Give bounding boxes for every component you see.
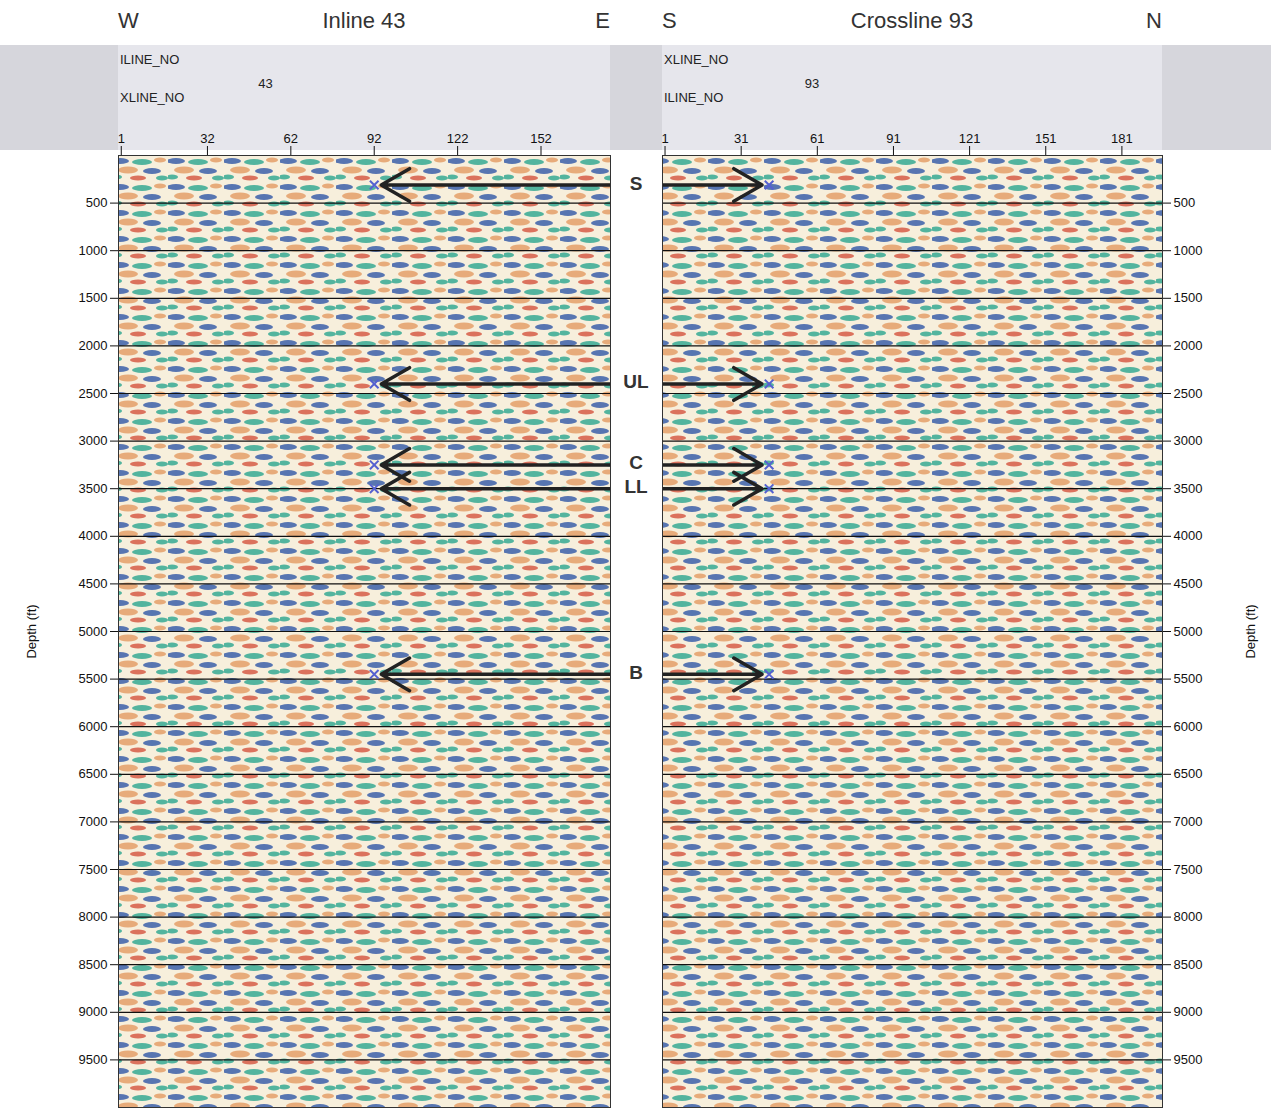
html-text:S: S — [662, 8, 677, 33]
svg-text:1: 1 — [661, 131, 668, 146]
svg-text:7500: 7500 — [1174, 862, 1203, 877]
svg-text:2000: 2000 — [1174, 338, 1203, 353]
svg-text:2500: 2500 — [79, 386, 108, 401]
svg-text:9500: 9500 — [1174, 1052, 1203, 1067]
svg-text:32: 32 — [200, 131, 214, 146]
svg-text:151: 151 — [1035, 131, 1057, 146]
svg-text:1: 1 — [118, 131, 125, 146]
svg-text:122: 122 — [447, 131, 469, 146]
html-text:XLINE_NO: XLINE_NO — [120, 90, 185, 105]
svg-text:Depth (ft): Depth (ft) — [1243, 604, 1258, 658]
svg-text:500: 500 — [1174, 195, 1196, 210]
svg-text:8000: 8000 — [79, 909, 108, 924]
html-text:W: W — [118, 8, 139, 33]
svg-text:3500: 3500 — [79, 481, 108, 496]
html-text:ILINE_NO: ILINE_NO — [120, 52, 180, 67]
svg-text:4500: 4500 — [1174, 576, 1203, 591]
svg-text:9000: 9000 — [1174, 1004, 1203, 1019]
html-text:43: 43 — [258, 76, 273, 91]
svg-text:181: 181 — [1111, 131, 1133, 146]
svg-text:Depth (ft): Depth (ft) — [24, 604, 39, 658]
svg-text:3500: 3500 — [1174, 481, 1203, 496]
svg-text:92: 92 — [367, 131, 381, 146]
svg-text:5500: 5500 — [79, 671, 108, 686]
svg-text:31: 31 — [734, 131, 748, 146]
svg-text:2000: 2000 — [79, 338, 108, 353]
svg-text:500: 500 — [86, 195, 108, 210]
html-text:B: B — [629, 661, 643, 683]
svg-text:5000: 5000 — [79, 624, 108, 639]
svg-text:1000: 1000 — [1174, 243, 1203, 258]
html-text:C: C — [629, 452, 643, 474]
svg-text:6500: 6500 — [1174, 766, 1203, 781]
svg-text:61: 61 — [810, 131, 824, 146]
svg-text:4500: 4500 — [79, 576, 108, 591]
svg-text:1000: 1000 — [79, 243, 108, 258]
svg-text:7500: 7500 — [79, 862, 108, 877]
svg-text:7000: 7000 — [79, 814, 108, 829]
svg-text:91: 91 — [886, 131, 900, 146]
html-text:UL: UL — [623, 371, 649, 393]
svg-text:9500: 9500 — [79, 1052, 108, 1067]
svg-text:8500: 8500 — [79, 957, 108, 972]
svg-text:6000: 6000 — [79, 719, 108, 734]
html-text:Crossline 93: Crossline 93 — [850, 8, 974, 33]
svg-text:6500: 6500 — [79, 766, 108, 781]
html-text:Inline 43: Inline 43 — [322, 8, 406, 33]
svg-text:121: 121 — [959, 131, 981, 146]
svg-text:2500: 2500 — [1174, 386, 1203, 401]
svg-text:3000: 3000 — [79, 433, 108, 448]
html-text:N: N — [1146, 8, 1162, 33]
svg-text:7000: 7000 — [1174, 814, 1203, 829]
svg-text:3000: 3000 — [1174, 433, 1203, 448]
html-text:XLINE_NO: XLINE_NO — [664, 52, 729, 67]
svg-text:152: 152 — [530, 131, 552, 146]
html-text:93: 93 — [804, 76, 820, 91]
svg-text:6000: 6000 — [1174, 719, 1203, 734]
svg-text:1500: 1500 — [1174, 290, 1203, 305]
svg-text:62: 62 — [284, 131, 298, 146]
svg-text:4000: 4000 — [79, 528, 108, 543]
html-text:ILINE_NO: ILINE_NO — [664, 90, 724, 105]
svg-text:8000: 8000 — [1174, 909, 1203, 924]
svg-text:5000: 5000 — [1174, 624, 1203, 639]
svg-text:9000: 9000 — [79, 1004, 108, 1019]
svg-text:1500: 1500 — [79, 290, 108, 305]
html-text:LL: LL — [624, 476, 648, 498]
svg-text:4000: 4000 — [1174, 528, 1203, 543]
svg-text:8500: 8500 — [1174, 957, 1203, 972]
html-text:E: E — [595, 8, 610, 33]
svg-text:5500: 5500 — [1174, 671, 1203, 686]
html-text:S: S — [629, 172, 643, 194]
